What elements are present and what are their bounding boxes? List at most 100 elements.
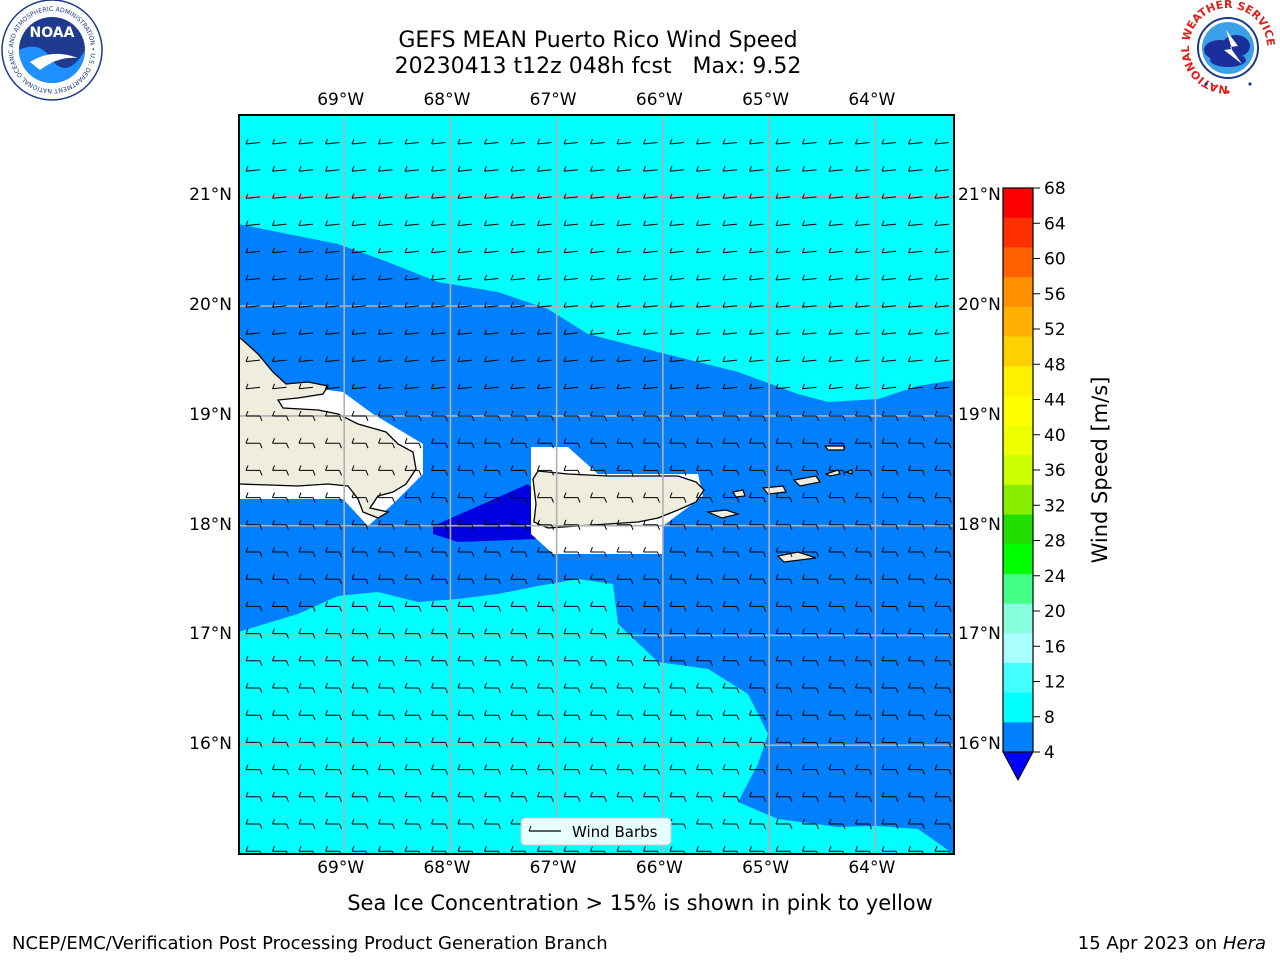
wind-barb — [537, 193, 552, 199]
ocean-dark-patch — [433, 484, 538, 542]
wind-barb — [245, 492, 263, 503]
wind-barb — [722, 247, 738, 254]
wind-barb — [510, 846, 527, 853]
lat-label-right: 18°N — [958, 514, 1001, 535]
wind-barb — [537, 546, 554, 558]
wind-barb — [325, 818, 342, 830]
wind-barb — [828, 492, 846, 503]
wind-barb — [457, 166, 473, 172]
wind-barb — [431, 274, 446, 281]
wind-barb — [722, 601, 740, 612]
wind-barb — [908, 574, 925, 585]
wind-barb — [802, 166, 817, 172]
wind-barb — [537, 302, 552, 308]
wind-barbs-legend: Wind Barbs — [520, 817, 672, 846]
wind-barb — [351, 710, 369, 721]
wind-barb — [431, 383, 446, 390]
wind-barb — [828, 710, 846, 721]
wind-barb — [457, 220, 473, 227]
wind-barb — [272, 737, 289, 748]
wind-barb — [484, 519, 501, 530]
wind-barb — [643, 764, 660, 775]
wind-barb — [881, 356, 897, 363]
wind-barb — [590, 302, 605, 308]
wind-barb — [828, 655, 846, 666]
wind-barb — [908, 138, 923, 145]
wind-barb — [802, 846, 818, 853]
wind-barb — [245, 846, 262, 853]
wind-barb — [378, 193, 393, 199]
wind-barb — [643, 628, 660, 639]
wind-barb — [616, 329, 632, 335]
wind-barb — [245, 166, 261, 172]
wind-barb — [802, 465, 819, 476]
wind-barb — [908, 166, 923, 172]
wind-barb — [722, 329, 738, 335]
wind-barb — [457, 383, 473, 390]
wind-barb — [881, 574, 899, 585]
wind-barb — [457, 682, 475, 694]
colorbar-segment — [1003, 366, 1033, 397]
colorbar-extend-triangle — [1002, 751, 1034, 782]
wind-barb — [855, 655, 872, 666]
wind-barb — [908, 247, 923, 254]
wind-barb — [431, 737, 448, 748]
lat-label-right: 16°N — [958, 734, 1001, 755]
wind-barb — [775, 302, 791, 308]
wind-barb — [775, 818, 793, 830]
wind-barb — [775, 492, 793, 503]
wind-barb — [537, 601, 554, 612]
wind-barb — [775, 574, 793, 585]
wind-barb — [325, 601, 342, 612]
colorbar-segment — [1003, 692, 1033, 723]
wind-barb — [749, 274, 764, 281]
wind-barb — [351, 492, 369, 503]
wind-barb — [934, 601, 952, 612]
wind-barb — [484, 383, 499, 390]
wind-barb — [934, 383, 950, 390]
wind-barb — [298, 356, 314, 363]
wind-barb — [510, 791, 528, 802]
wind-barb — [351, 737, 369, 748]
wind-barb — [669, 546, 687, 558]
wind-barb — [802, 601, 819, 612]
wind-barb — [696, 846, 712, 853]
lat-label-left: 18°N — [189, 514, 232, 535]
wind-barb — [881, 846, 898, 853]
wind-barb — [298, 546, 316, 558]
nws-logo-icon: NATIONAL WEATHER SERVICE — [1179, 0, 1277, 96]
wind-barb — [378, 628, 395, 639]
wind-barb — [457, 247, 473, 254]
noaa-logo-icon: NATIONAL OCEANIC AND ATMOSPHERIC ADMINIS… — [0, 0, 103, 101]
wind-barb — [802, 410, 819, 422]
wind-barb — [749, 247, 764, 254]
wind-barb — [802, 138, 817, 145]
wind-barb — [484, 138, 499, 145]
wind-barb — [616, 166, 632, 172]
wind-barb — [563, 655, 581, 666]
wind-barb — [457, 410, 475, 422]
wind-barb — [855, 220, 870, 227]
wind-barb — [431, 138, 446, 145]
wind-barb — [510, 356, 526, 363]
wind-barb — [563, 737, 581, 748]
wind-barb — [298, 220, 314, 227]
footer-date: 15 Apr 2023 on — [1077, 933, 1223, 954]
colorbar-segment — [1003, 247, 1033, 278]
wind-barb — [643, 737, 660, 748]
land-virgin-islands-2 — [792, 475, 821, 487]
wind-barb — [510, 302, 526, 308]
wind-barb — [643, 410, 660, 422]
wind-barb — [431, 492, 448, 503]
wind-barb — [378, 410, 395, 422]
wind-barb — [537, 737, 554, 748]
wind-barb — [696, 438, 713, 449]
wind-barb — [378, 220, 393, 227]
wind-barb — [510, 166, 526, 172]
wind-barb — [245, 710, 263, 721]
wind-barb — [828, 791, 846, 802]
wind-barb — [325, 846, 341, 853]
wind-barb — [298, 465, 316, 476]
wind-barb — [457, 791, 475, 802]
lon-label-bottom: 66°W — [635, 858, 683, 878]
